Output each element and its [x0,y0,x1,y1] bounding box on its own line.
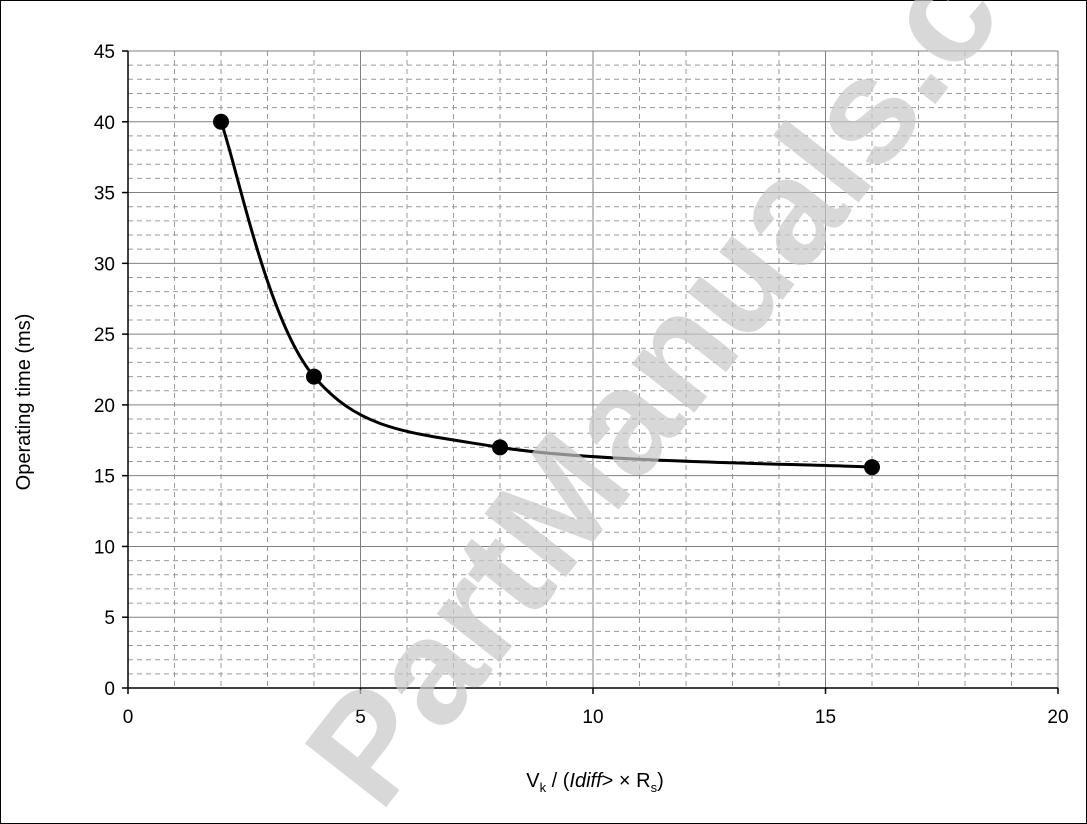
data-point [492,439,508,456]
x-tick-label: 10 [582,707,603,728]
x-axis-title-close: ) [657,770,664,792]
series-markers [213,113,880,476]
x-axis-title-v: V [526,770,540,792]
x-tick-label: 20 [1047,707,1068,728]
y-tick-label: 45 [94,42,115,63]
minor-grid [128,51,1058,688]
x-axis-title-idiff: Idiff [569,770,604,792]
y-tick-label: 40 [94,113,115,134]
y-tick-label: 20 [94,396,115,417]
series-line [219,121,873,469]
y-tick-label: 5 [104,608,115,629]
y-tick-label: 30 [94,254,115,275]
y-tick-label: 10 [94,537,115,558]
y-tick-label: 35 [94,184,115,205]
x-axis-title-mid: / ( [546,770,570,792]
y-tick-labels: 0 5 10 15 20 25 30 35 40 45 [94,42,115,700]
x-axis-title-gt: > [602,770,614,792]
y-tick-label: 15 [94,467,115,488]
x-axis-title-times: × R [613,770,650,792]
y-tick-label: 25 [94,325,115,346]
x-tick-labels: 0 5 10 15 20 [123,707,1069,728]
x-tick-label: 0 [123,707,134,728]
data-point [213,113,229,130]
x-axis-title-v-sub: k [540,780,547,795]
data-point [306,368,322,385]
axes [122,50,1059,694]
x-axis-title: Vk / (Idiff> × Rs) [526,770,664,795]
y-axis-title: Operating time (ms) [13,314,35,491]
x-tick-label: 5 [355,707,366,728]
data-point [864,459,880,476]
y-tick-label: 0 [104,679,115,700]
x-tick-label: 15 [815,707,836,728]
x-axis-title-r-sub: s [651,780,658,795]
